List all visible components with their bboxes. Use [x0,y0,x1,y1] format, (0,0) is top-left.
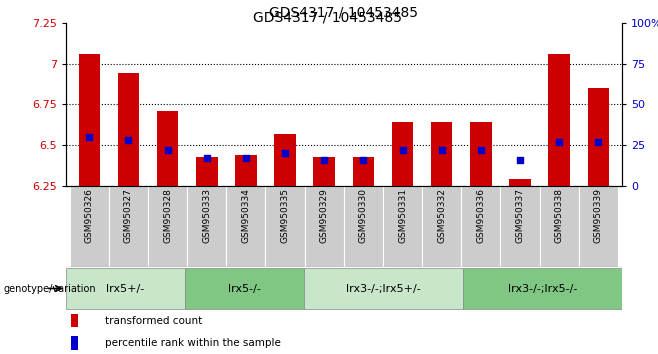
Text: GSM950336: GSM950336 [476,188,486,243]
Text: GSM950329: GSM950329 [320,188,329,243]
Text: GDS4317 / 10453485: GDS4317 / 10453485 [269,5,418,19]
Text: GSM950339: GSM950339 [594,188,603,243]
Point [436,147,447,153]
Text: transformed count: transformed count [105,316,202,326]
Bar [196,156,218,186]
Point [476,147,486,153]
Bar [226,186,265,267]
Bar [235,155,257,186]
Bar [187,186,226,267]
Bar [463,268,622,309]
Bar [470,122,492,186]
Bar [343,186,383,267]
Text: GSM950328: GSM950328 [163,188,172,243]
Bar [431,122,453,186]
Text: GSM950334: GSM950334 [241,188,251,243]
Point [123,137,134,143]
Bar [274,134,296,186]
Text: lrx3-/-;lrx5+/-: lrx3-/-;lrx5+/- [346,284,421,293]
Bar [71,314,78,327]
Bar [422,186,461,267]
Text: GSM950327: GSM950327 [124,188,133,243]
Bar [304,268,463,309]
Bar [461,186,501,267]
Bar [66,268,185,309]
Bar [509,179,531,186]
Point [515,157,525,162]
Bar [383,186,422,267]
Text: percentile rank within the sample: percentile rank within the sample [105,338,280,348]
Point [201,155,212,161]
Bar [353,156,374,186]
Text: GSM950330: GSM950330 [359,188,368,243]
Text: GDS4317 / 10453485: GDS4317 / 10453485 [253,11,402,25]
Bar [313,156,335,186]
Point [241,155,251,161]
Point [280,150,290,156]
Text: GSM950337: GSM950337 [515,188,524,243]
Bar [579,186,618,267]
Bar [540,186,579,267]
Text: GSM950338: GSM950338 [555,188,564,243]
Point [84,134,95,140]
Point [554,139,565,145]
Point [397,147,408,153]
Point [593,139,603,145]
Text: lrx5-/-: lrx5-/- [228,284,261,293]
Text: GSM950326: GSM950326 [85,188,94,243]
Bar [392,122,413,186]
Point [163,147,173,153]
Bar [265,186,305,267]
Bar [548,54,570,186]
Point [358,157,368,162]
Text: GSM950335: GSM950335 [280,188,290,243]
Bar [109,186,148,267]
Text: lrx5+/-: lrx5+/- [106,284,145,293]
Bar [148,186,187,267]
Bar [118,74,139,186]
Text: lrx3-/-;lrx5-/-: lrx3-/-;lrx5-/- [508,284,577,293]
Text: GSM950332: GSM950332 [437,188,446,243]
Point [319,157,330,162]
Bar [71,336,78,350]
Bar [588,88,609,186]
Bar [185,268,304,309]
Bar [157,111,178,186]
Text: GSM950331: GSM950331 [398,188,407,243]
Bar [70,186,109,267]
Bar [78,54,100,186]
Text: genotype/variation: genotype/variation [3,284,96,293]
Bar [305,186,343,267]
Text: GSM950333: GSM950333 [202,188,211,243]
Bar [501,186,540,267]
